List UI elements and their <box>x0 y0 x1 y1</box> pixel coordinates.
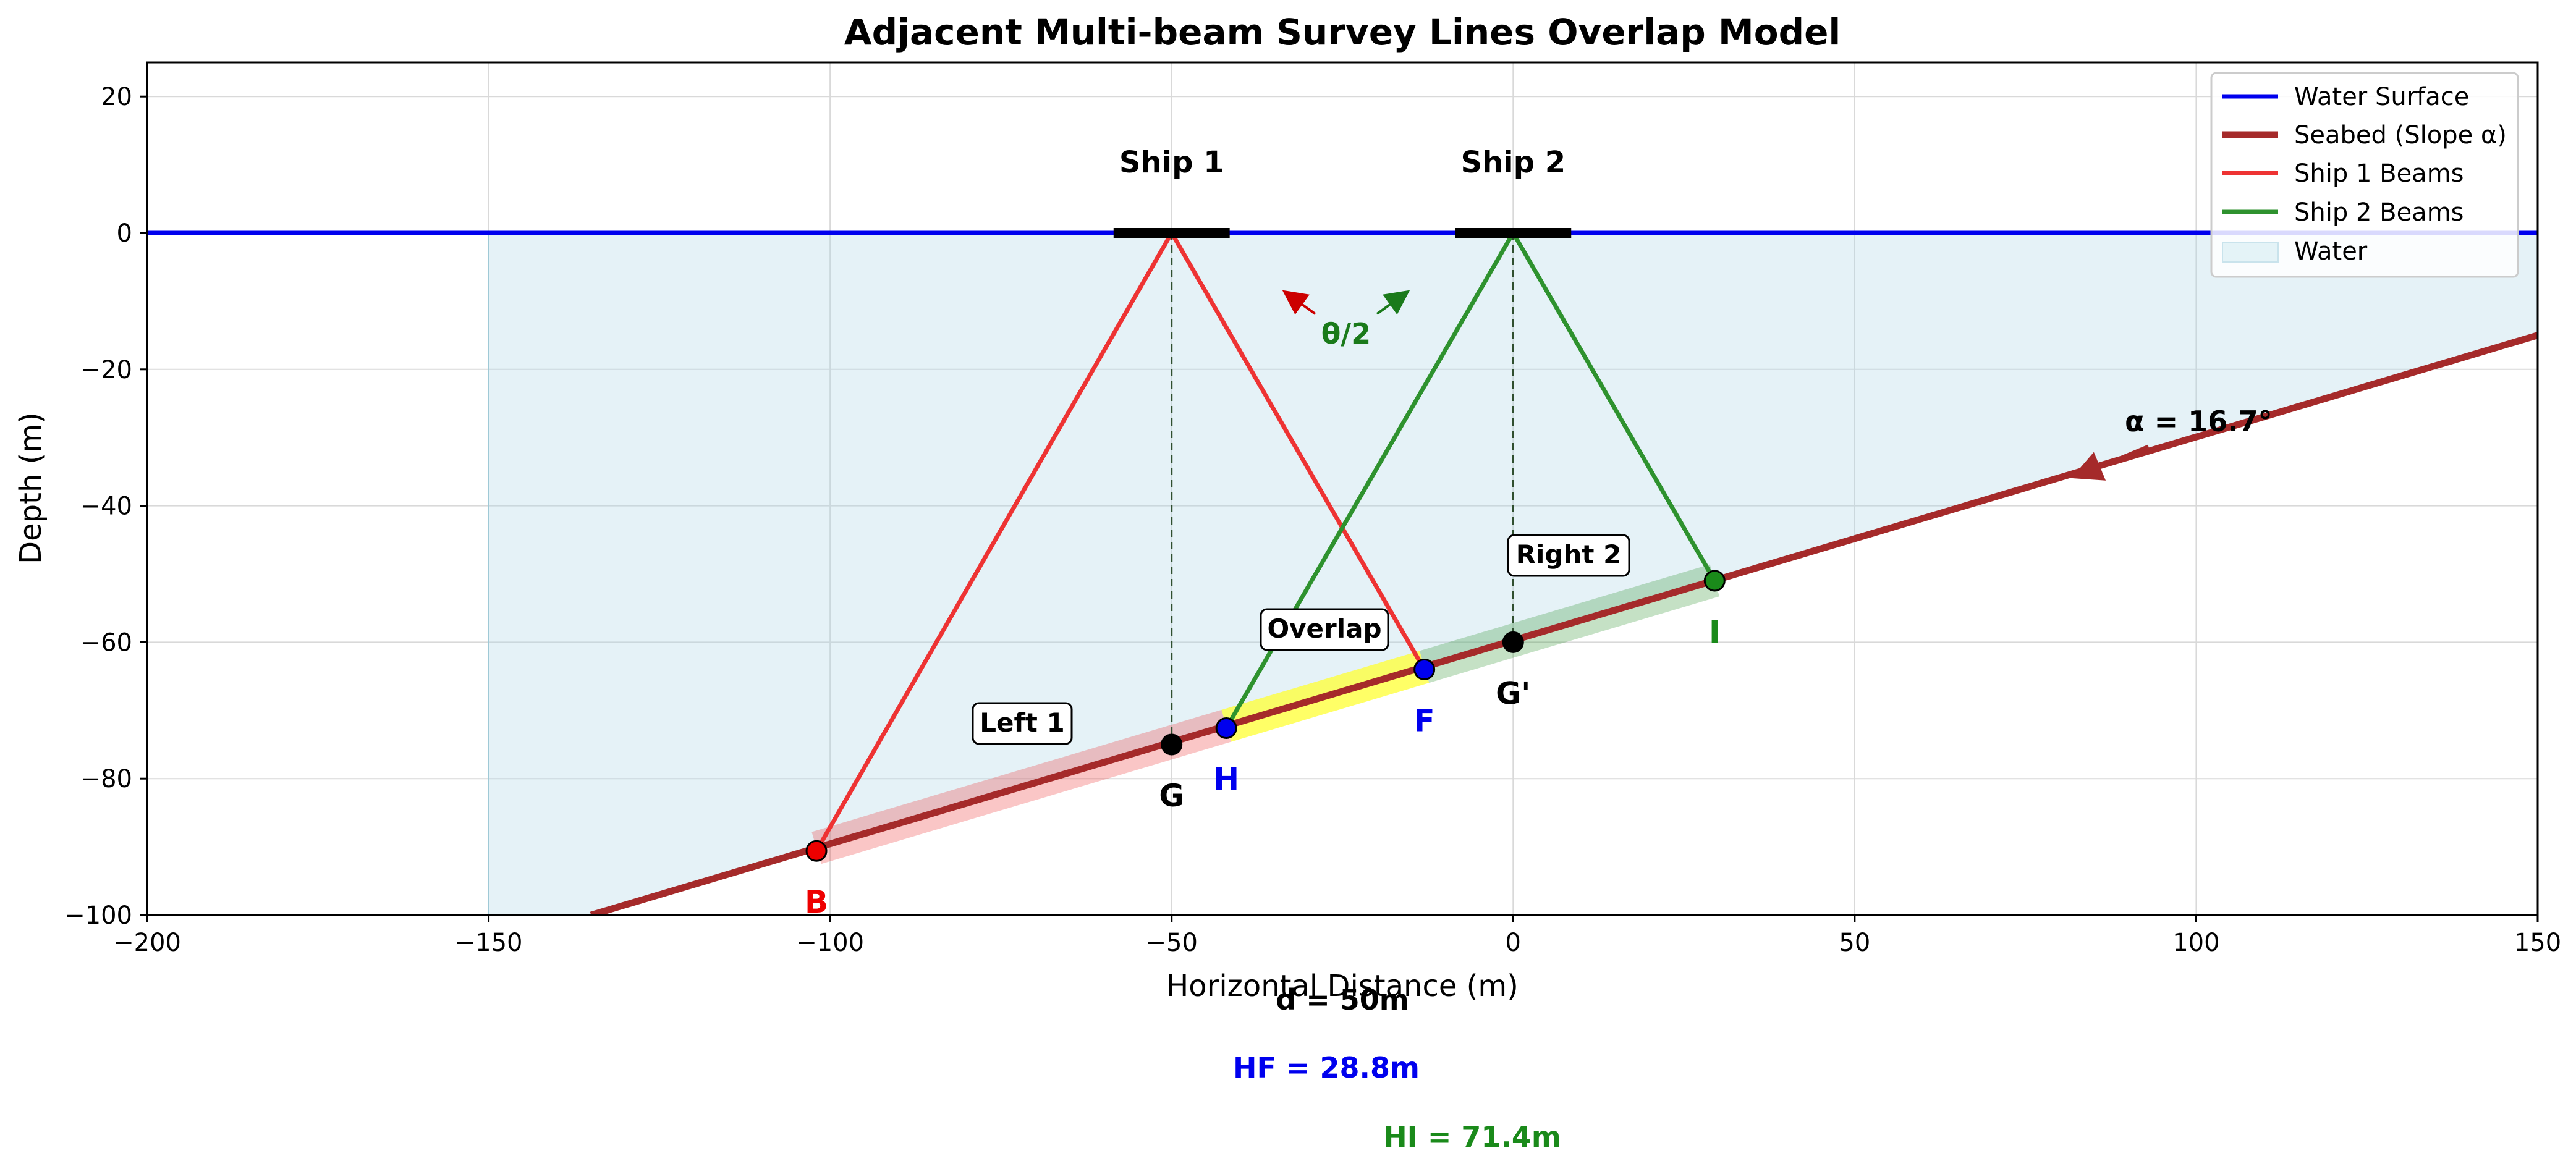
alpha-annotation: α = 16.7° <box>2071 405 2273 481</box>
ship-label: Ship 1 <box>1119 145 1224 180</box>
legend-swatch-water <box>2222 242 2279 263</box>
seabed-point <box>1215 717 1237 740</box>
x-tick-label: −200 <box>113 929 181 957</box>
seabed-point <box>1502 631 1524 653</box>
left1-box: Left 1 <box>972 702 1073 745</box>
x-tick-label: −100 <box>796 929 864 957</box>
y-tick-label: 20 <box>101 83 132 111</box>
left1-label: Left 1 <box>980 707 1064 738</box>
theta-annotation: θ/2 <box>1282 290 1410 350</box>
theta-label: θ/2 <box>1321 317 1371 350</box>
seabed-line <box>590 332 2538 915</box>
y-tick-label: −60 <box>80 628 132 657</box>
y-axis-ticks: −100 −80 −60 −40 −20 0 20 <box>64 83 147 930</box>
x-tick-label: 100 <box>2172 929 2219 957</box>
beam-line <box>814 230 1174 853</box>
seabed-point <box>1161 733 1183 756</box>
y-tick-label: −100 <box>64 901 132 930</box>
x-tick-label: 50 <box>1839 929 1870 957</box>
legend-label-water-surface: Water Surface <box>2294 83 2469 111</box>
y-tick-label: −20 <box>80 356 132 384</box>
x-axis-label: Horizontal Distance (m) <box>1166 969 1519 1003</box>
hi-label: HI = 71.4m <box>1383 1120 1561 1154</box>
right2-label: Right 2 <box>1516 539 1622 570</box>
seabed-point <box>805 840 828 862</box>
seabed-point <box>1703 570 1726 592</box>
overlap-box: Overlap <box>1260 608 1389 651</box>
right2-box: Right 2 <box>1507 534 1630 577</box>
x-tick-label: 0 <box>1506 929 1521 957</box>
point-label: G <box>1159 778 1184 814</box>
point-label: F <box>1414 703 1435 739</box>
x-tick-label: −150 <box>455 929 523 957</box>
theta-arrow-red <box>1282 290 1316 315</box>
theta-arrow-green <box>1376 290 1410 315</box>
beam-line <box>1169 230 1427 672</box>
seabed-point <box>1413 659 1436 681</box>
alpha-label: α = 16.7° <box>2125 405 2273 438</box>
x-tick-label: −50 <box>1146 929 1198 957</box>
legend-label-seabed: Seabed (Slope α) <box>2294 121 2507 150</box>
legend: Water Surface Seabed (Slope α) Ship 1 Be… <box>2210 72 2519 278</box>
alpha-arrow <box>2071 444 2149 481</box>
x-tick-label: 150 <box>2514 929 2561 957</box>
beam-line <box>1510 230 1717 583</box>
y-tick-label: −40 <box>80 492 132 521</box>
legend-label-ship1: Ship 1 Beams <box>2294 159 2464 188</box>
legend-frame <box>2210 72 2519 278</box>
plot-frame <box>146 61 2539 916</box>
ship-layer: Ship 1 Ship 2 <box>1113 145 1572 238</box>
y-tick-label: 0 <box>117 219 132 248</box>
point-label: I <box>1709 614 1721 650</box>
seabed-layer <box>590 332 2538 915</box>
hf-label: HF = 28.8m <box>1233 1051 1420 1084</box>
y-axis-label: Depth (m) <box>14 412 48 564</box>
point-label: H <box>1213 762 1239 798</box>
chart-title: Adjacent Multi-beam Survey Lines Overlap… <box>844 11 1841 53</box>
point-label: G' <box>1496 675 1530 711</box>
ship-label: Ship 2 <box>1460 145 1566 180</box>
legend-label-water: Water <box>2294 237 2368 266</box>
x-axis-ticks: −200 −150 −100 −50 0 50 100 150 <box>113 915 2561 957</box>
d-label: d = 50m <box>1276 983 1409 1016</box>
legend-label-ship2: Ship 2 Beams <box>2294 198 2464 227</box>
y-tick-label: −80 <box>80 765 132 793</box>
overlap-label: Overlap <box>1267 614 1381 644</box>
